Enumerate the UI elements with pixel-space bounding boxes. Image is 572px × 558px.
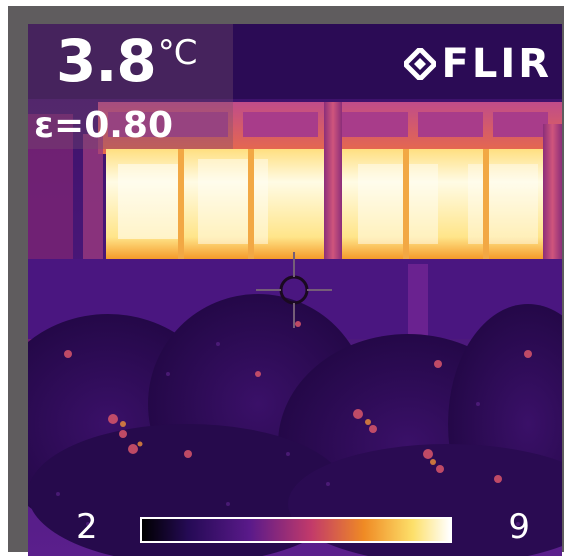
scale-max-label: 9: [508, 507, 530, 547]
thermal-image: [28, 24, 562, 556]
palette-gradient-bar: [140, 517, 452, 543]
scale-min-label: 2: [76, 507, 98, 547]
temperature-unit: °C: [157, 33, 198, 73]
spot-meter-icon: [256, 252, 332, 328]
logo-text: FLIR: [441, 41, 552, 87]
camera-frame: 3.8°C ε=0.80 FLIR 2 9: [8, 6, 564, 556]
temperature-value: 3.8: [56, 27, 157, 95]
temperature-scale: 2 9: [28, 506, 562, 556]
readout-panel: [28, 24, 233, 149]
thermal-viewport: 3.8°C ε=0.80 FLIR 2 9: [28, 24, 562, 556]
flir-logo: FLIR: [403, 41, 553, 87]
emissivity-readout: ε=0.80: [34, 105, 174, 146]
spot-temperature: 3.8°C: [56, 32, 197, 90]
flir-diamond-icon: [403, 48, 436, 80]
